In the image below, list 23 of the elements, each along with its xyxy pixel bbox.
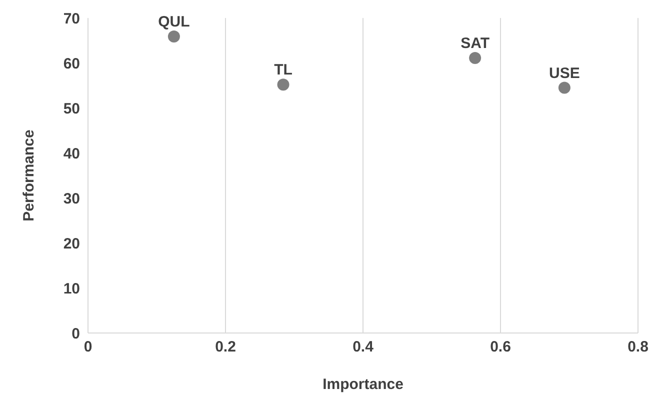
x-tick-label: 0.2 xyxy=(215,338,236,356)
point xyxy=(558,82,570,94)
y-tick-label: 70 xyxy=(63,10,80,28)
y-tick-label: 60 xyxy=(63,55,80,72)
y-axis-title: Performance xyxy=(20,130,38,222)
y-tick-label: 0 xyxy=(72,325,80,342)
y-tick-label: 40 xyxy=(63,145,80,162)
y-tick-label: 50 xyxy=(63,100,80,118)
y-tick-label: 10 xyxy=(63,280,80,298)
annotation: TL xyxy=(274,62,292,79)
y-tick-label: 30 xyxy=(63,190,80,208)
annotation: SAT xyxy=(460,35,490,52)
point xyxy=(168,30,180,42)
annotation: QUL xyxy=(158,13,190,30)
x-axis-title: Importance xyxy=(322,376,404,393)
x-tick-label: 0.8 xyxy=(628,338,648,356)
annotation: USE xyxy=(549,64,580,82)
y-tick-label: 20 xyxy=(63,235,80,252)
x-tick-label: 0 xyxy=(84,338,92,356)
point xyxy=(277,78,290,91)
x-tick-label: 0.4 xyxy=(352,338,374,356)
x-tick-label: 0.6 xyxy=(490,338,511,356)
point xyxy=(469,52,482,64)
